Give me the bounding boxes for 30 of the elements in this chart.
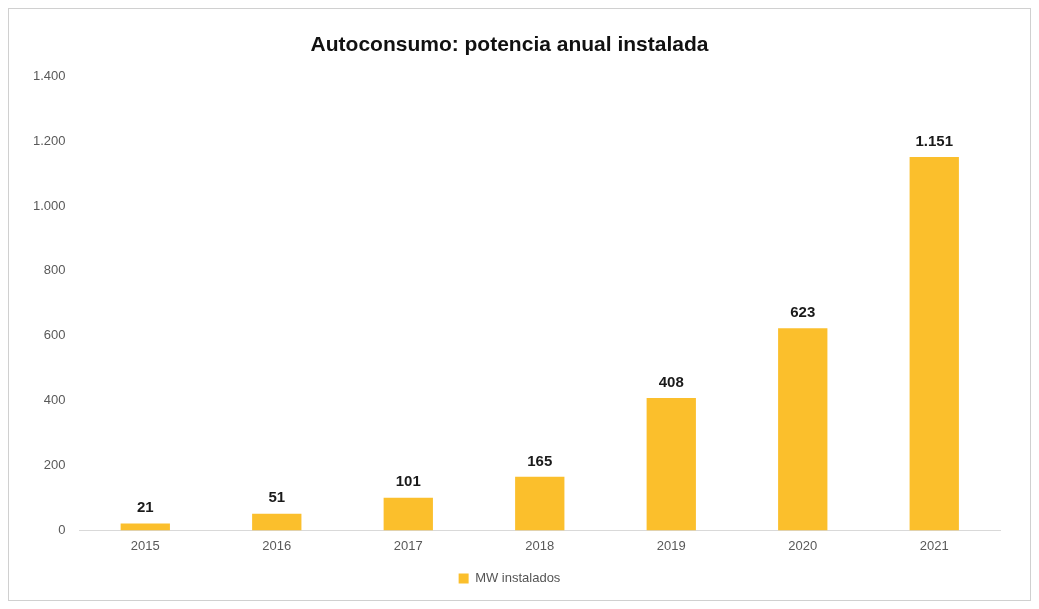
bar bbox=[252, 513, 302, 531]
y-tick-label: 200 bbox=[43, 457, 66, 473]
y-tick-label: 400 bbox=[43, 392, 66, 408]
x-tick-label: 2019 bbox=[656, 537, 686, 553]
bar bbox=[383, 497, 433, 531]
bar bbox=[778, 328, 828, 531]
data-label: 623 bbox=[790, 302, 816, 320]
data-label: 101 bbox=[395, 472, 421, 490]
bar bbox=[646, 398, 696, 531]
y-tick-label: 1.200 bbox=[32, 132, 66, 148]
data-label: 165 bbox=[527, 451, 553, 469]
y-tick-label: 800 bbox=[43, 262, 66, 278]
data-label: 1.151 bbox=[915, 131, 954, 149]
bar bbox=[909, 156, 959, 531]
x-tick-label: 2015 bbox=[130, 537, 160, 553]
data-label: 21 bbox=[136, 498, 154, 516]
x-tick-label: 2021 bbox=[919, 537, 949, 553]
x-tick-label: 2017 bbox=[393, 537, 423, 553]
legend-label: MW instalados bbox=[475, 570, 561, 586]
x-tick-label: 2020 bbox=[788, 537, 818, 553]
data-label: 51 bbox=[268, 488, 286, 506]
bar bbox=[515, 476, 565, 531]
y-tick-label: 0 bbox=[58, 521, 66, 537]
y-tick-label: 600 bbox=[43, 327, 66, 343]
chart-title: Autoconsumo: potencia anual instalada bbox=[310, 32, 709, 56]
y-tick-label: 1.400 bbox=[32, 67, 66, 83]
x-tick-label: 2018 bbox=[525, 537, 555, 553]
y-tick-label: 1.000 bbox=[32, 197, 66, 213]
x-tick-label: 2016 bbox=[262, 537, 292, 553]
data-label: 408 bbox=[658, 372, 684, 390]
